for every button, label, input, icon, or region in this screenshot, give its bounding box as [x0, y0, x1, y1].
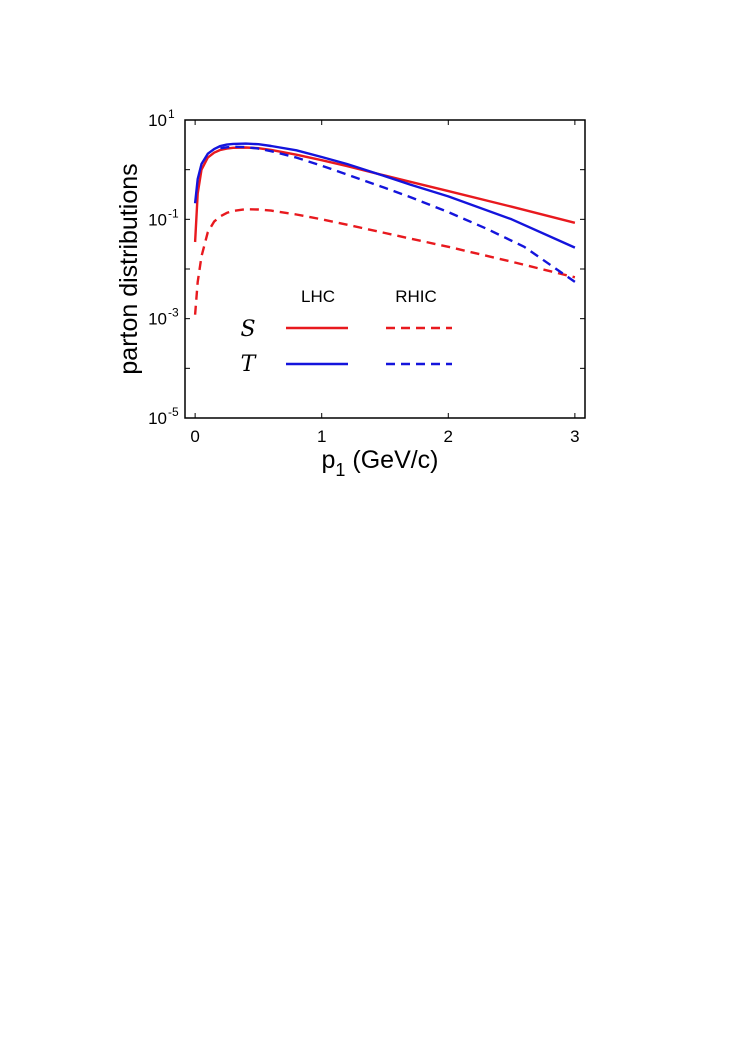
legend: LHC RHIC S T	[240, 287, 452, 377]
x-tick-label: 2	[444, 427, 453, 446]
legend-row-s: S	[240, 317, 255, 342]
x-axis-ticks: 0 1 2 3	[190, 120, 580, 446]
series-line-s-lhc	[193, 146, 576, 243]
x-axis-title: p1 (GeV/c)	[321, 446, 438, 480]
x-tick-label: 0	[190, 427, 199, 446]
y-tick-exponent: -5	[168, 405, 179, 419]
series-lines	[193, 142, 576, 315]
y-tick-label: 10	[148, 409, 167, 428]
y-tick-label: 10	[148, 111, 167, 130]
y-tick-label: 10	[148, 310, 167, 329]
series-line-s-rhic	[193, 207, 576, 315]
legend-column-lhc: LHC	[301, 287, 335, 306]
x-axis-title-subscript: 1	[335, 460, 345, 480]
x-axis-title-unit: (GeV/c)	[352, 446, 438, 474]
y-tick-exponent: -1	[168, 206, 179, 220]
x-tick-label: 1	[317, 427, 326, 446]
y-tick-exponent: -3	[168, 306, 179, 320]
legend-row-t: T	[241, 352, 258, 377]
y-tick-exponent: 1	[168, 107, 175, 121]
y-axis-title: parton distributions	[115, 163, 143, 374]
y-tick-label: 10	[148, 210, 167, 229]
series-line-t-rhic	[220, 145, 576, 283]
legend-column-rhic: RHIC	[395, 287, 437, 306]
x-tick-label: 3	[570, 427, 579, 446]
series-line-t-lhc	[193, 142, 576, 249]
